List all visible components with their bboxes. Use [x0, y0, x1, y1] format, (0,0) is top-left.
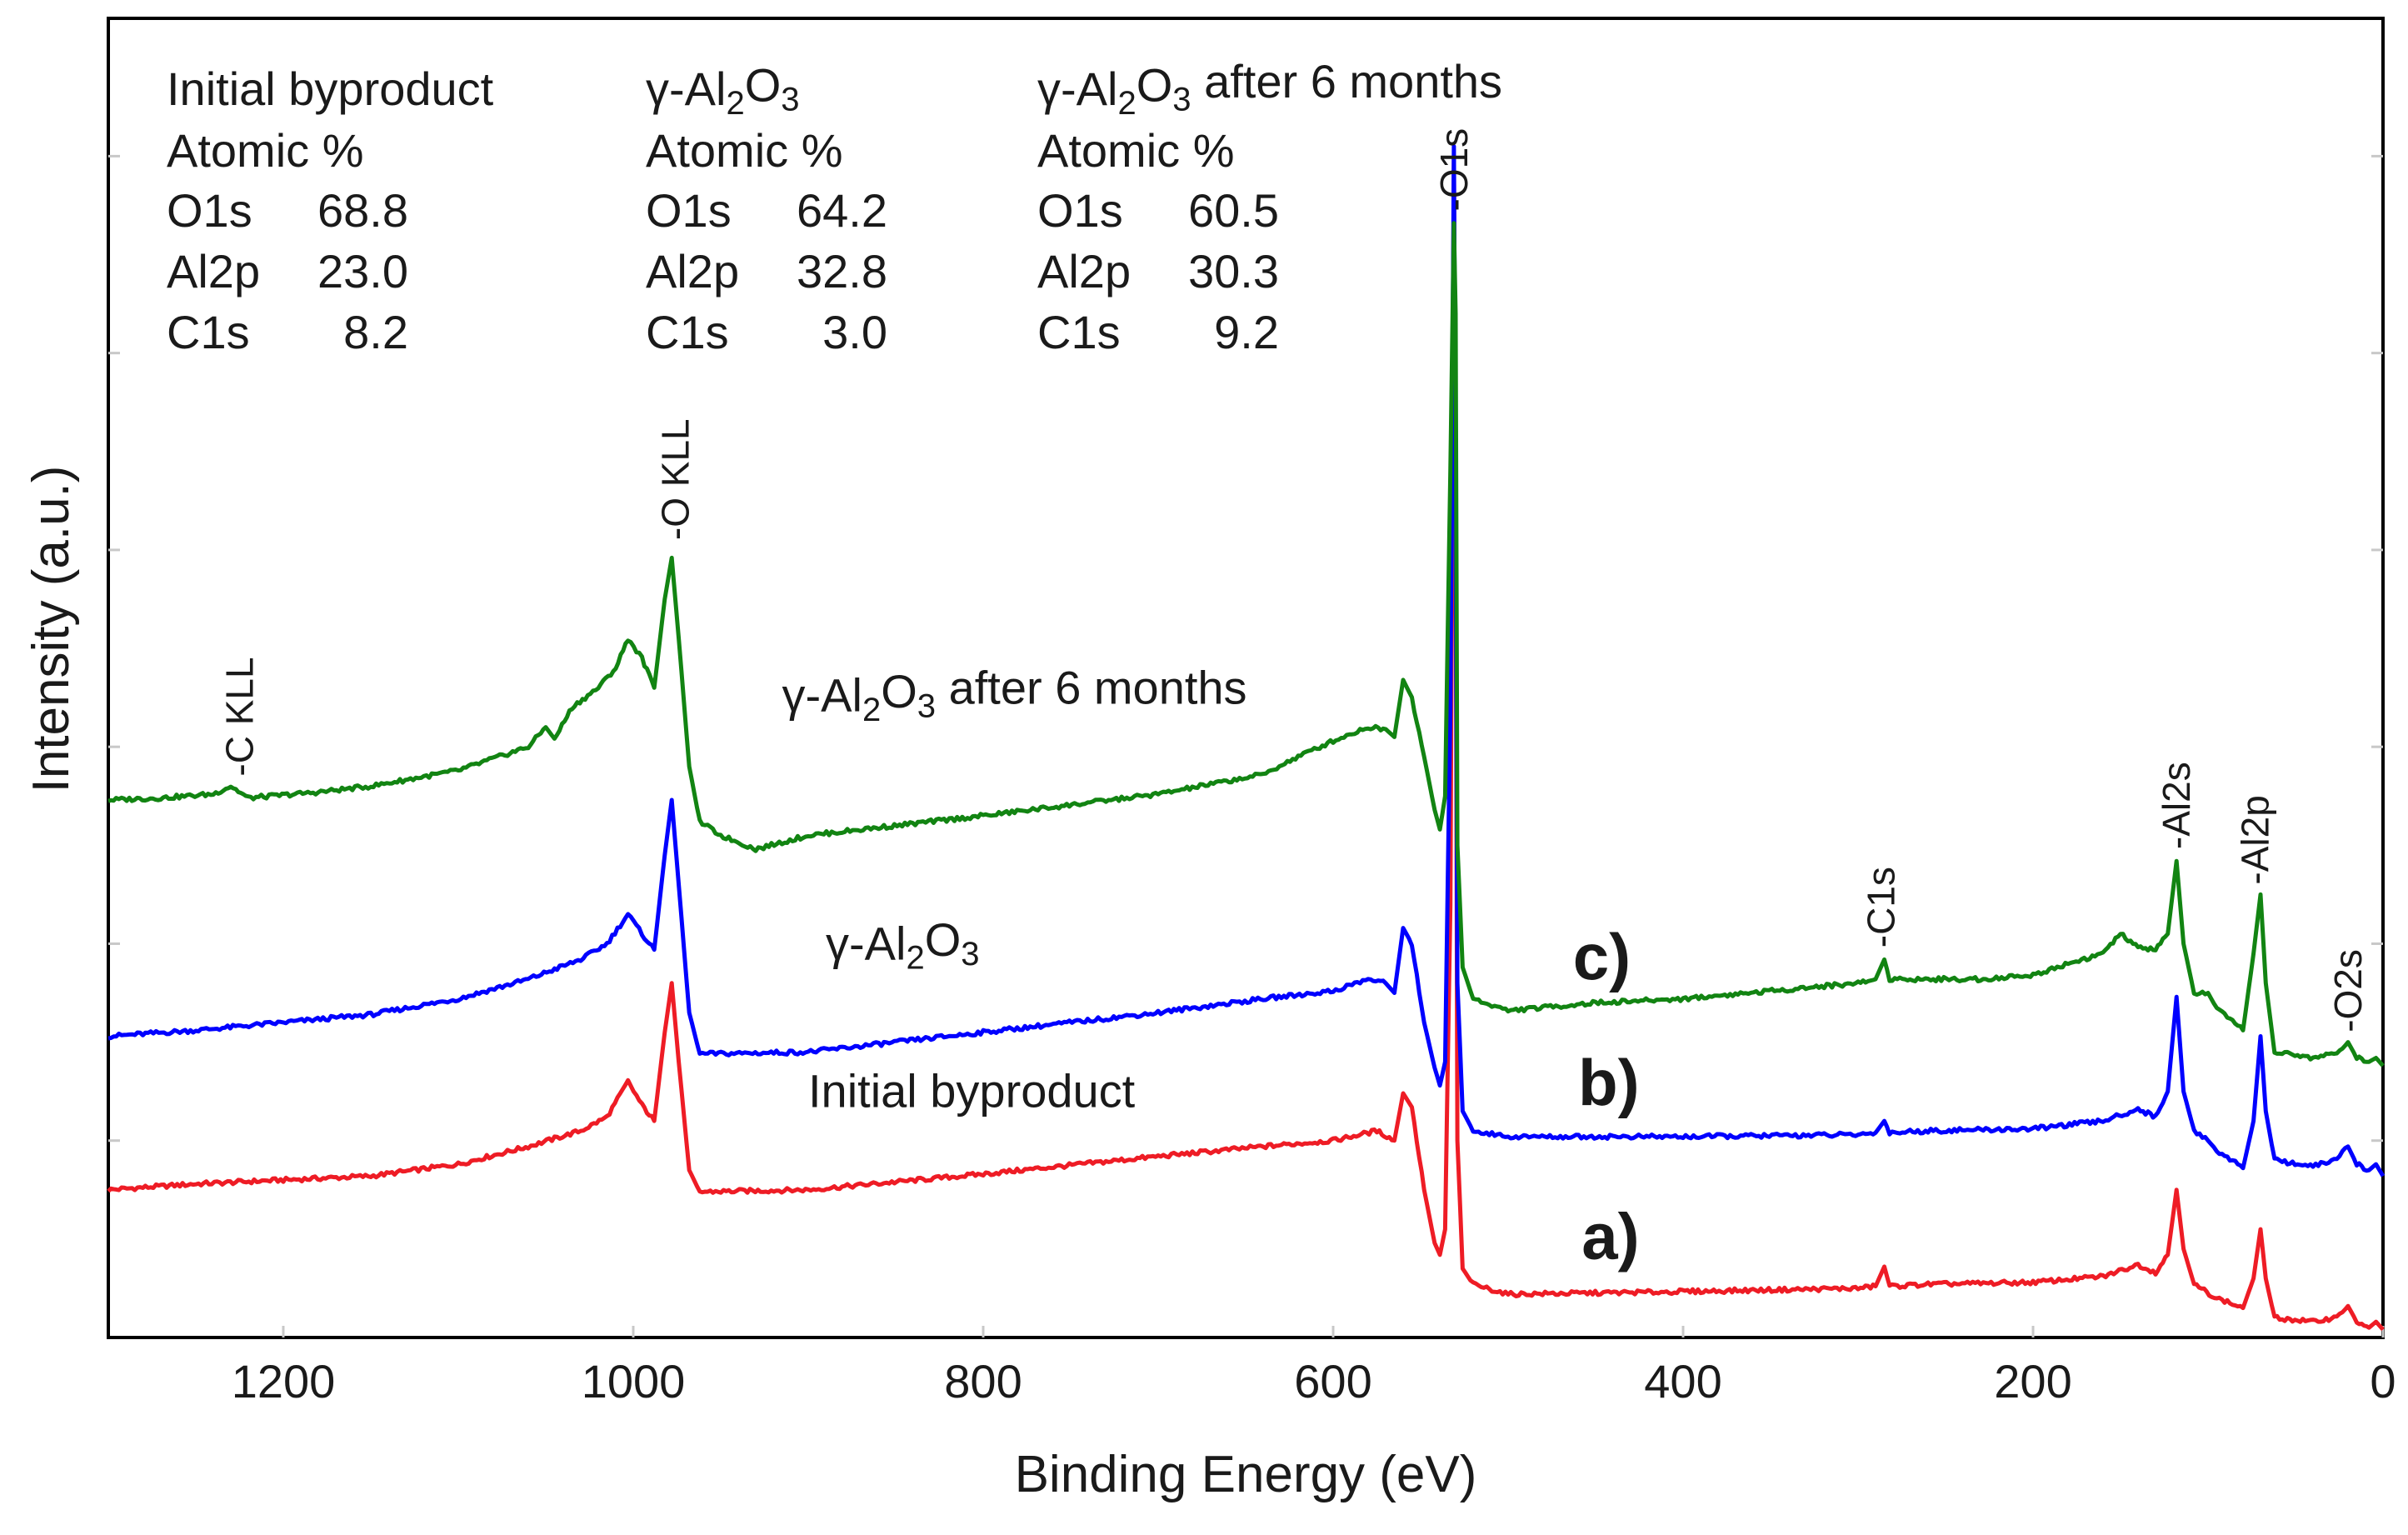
x-axis-label: Binding Energy (eV)	[1015, 1446, 1477, 1503]
info-value: 23.0	[317, 245, 408, 298]
info-element: C1s	[1037, 306, 1121, 358]
info-value: 64.2	[797, 184, 887, 237]
info-title: γ-Al2O3	[646, 59, 800, 122]
spectrum-line	[107, 221, 2385, 1068]
annotation-layer: -C KLL -O KLL -O1s -C1s -Al2s -Al2p -O2s γ-Al2O…	[218, 128, 2371, 1273]
peak-label: -C1s	[1859, 867, 1902, 948]
peak-label: -Al2s	[2155, 762, 2198, 849]
info-title: Initial byproduct	[167, 62, 494, 115]
info-value: 3.0	[822, 306, 887, 358]
x-tick-label: 1200	[232, 1355, 336, 1408]
spectrum-line	[107, 144, 2386, 1178]
peak-label: -O1s	[1432, 128, 1476, 212]
peak-label: -O KLL	[653, 418, 697, 540]
info-value: 68.8	[317, 184, 408, 237]
info-element: Al2p	[1037, 245, 1131, 298]
spectrum-line	[107, 153, 2385, 1332]
info-element: C1s	[167, 306, 250, 358]
plot-frame	[107, 17, 2385, 1339]
series-marker: a)	[1581, 1200, 1639, 1273]
info-subtitle: Atomic %	[167, 124, 364, 177]
info-element: Al2p	[167, 245, 260, 298]
info-value: 60.5	[1188, 184, 1279, 237]
x-tick-label: 200	[1994, 1355, 2071, 1408]
info-subtitle: Atomic %	[646, 124, 843, 177]
info-subtitle: Atomic %	[1037, 124, 1235, 177]
info-element: C1s	[646, 306, 729, 358]
info-value: 32.8	[797, 245, 887, 298]
x-tick-label: 1000	[582, 1355, 686, 1408]
curve-label: γ-Al2O3 after 6 months	[782, 662, 1247, 728]
info-title: γ-Al2O3 after 6 months	[1037, 55, 1502, 122]
peak-label: -O2s	[2326, 949, 2370, 1032]
curve-label: γ-Al2O3	[826, 913, 980, 977]
info-element: O1s	[1037, 184, 1123, 237]
info-value: 30.3	[1188, 245, 1279, 298]
series-marker: c)	[1573, 920, 1631, 993]
info-value: 9.2	[1214, 306, 1279, 358]
y-axis-label: Intensity (a.u.)	[22, 466, 80, 793]
x-tick-label: 800	[944, 1355, 1022, 1408]
series-marker: b)	[1578, 1046, 1640, 1119]
info-element: O1s	[646, 184, 732, 237]
peak-label: -Al2p	[2234, 795, 2277, 884]
curve-label: Initial byproduct	[808, 1065, 1136, 1118]
spectra-layer	[107, 144, 2386, 1332]
info-element: O1s	[167, 184, 252, 237]
x-tick-label: 600	[1294, 1355, 1371, 1408]
info-value: 8.2	[343, 306, 408, 358]
x-tick-label: 0	[2370, 1355, 2396, 1408]
axis-ticks: 1200 1000 800 600 400 200 0	[108, 154, 2396, 1408]
x-tick-label: 400	[1644, 1355, 1721, 1408]
atomic-percent-tables: Initial byproduct Atomic % O1s 68.8 Al2p 23.0…	[167, 55, 1502, 358]
peak-label: -C KLL	[218, 657, 262, 776]
info-element: Al2p	[646, 245, 739, 298]
